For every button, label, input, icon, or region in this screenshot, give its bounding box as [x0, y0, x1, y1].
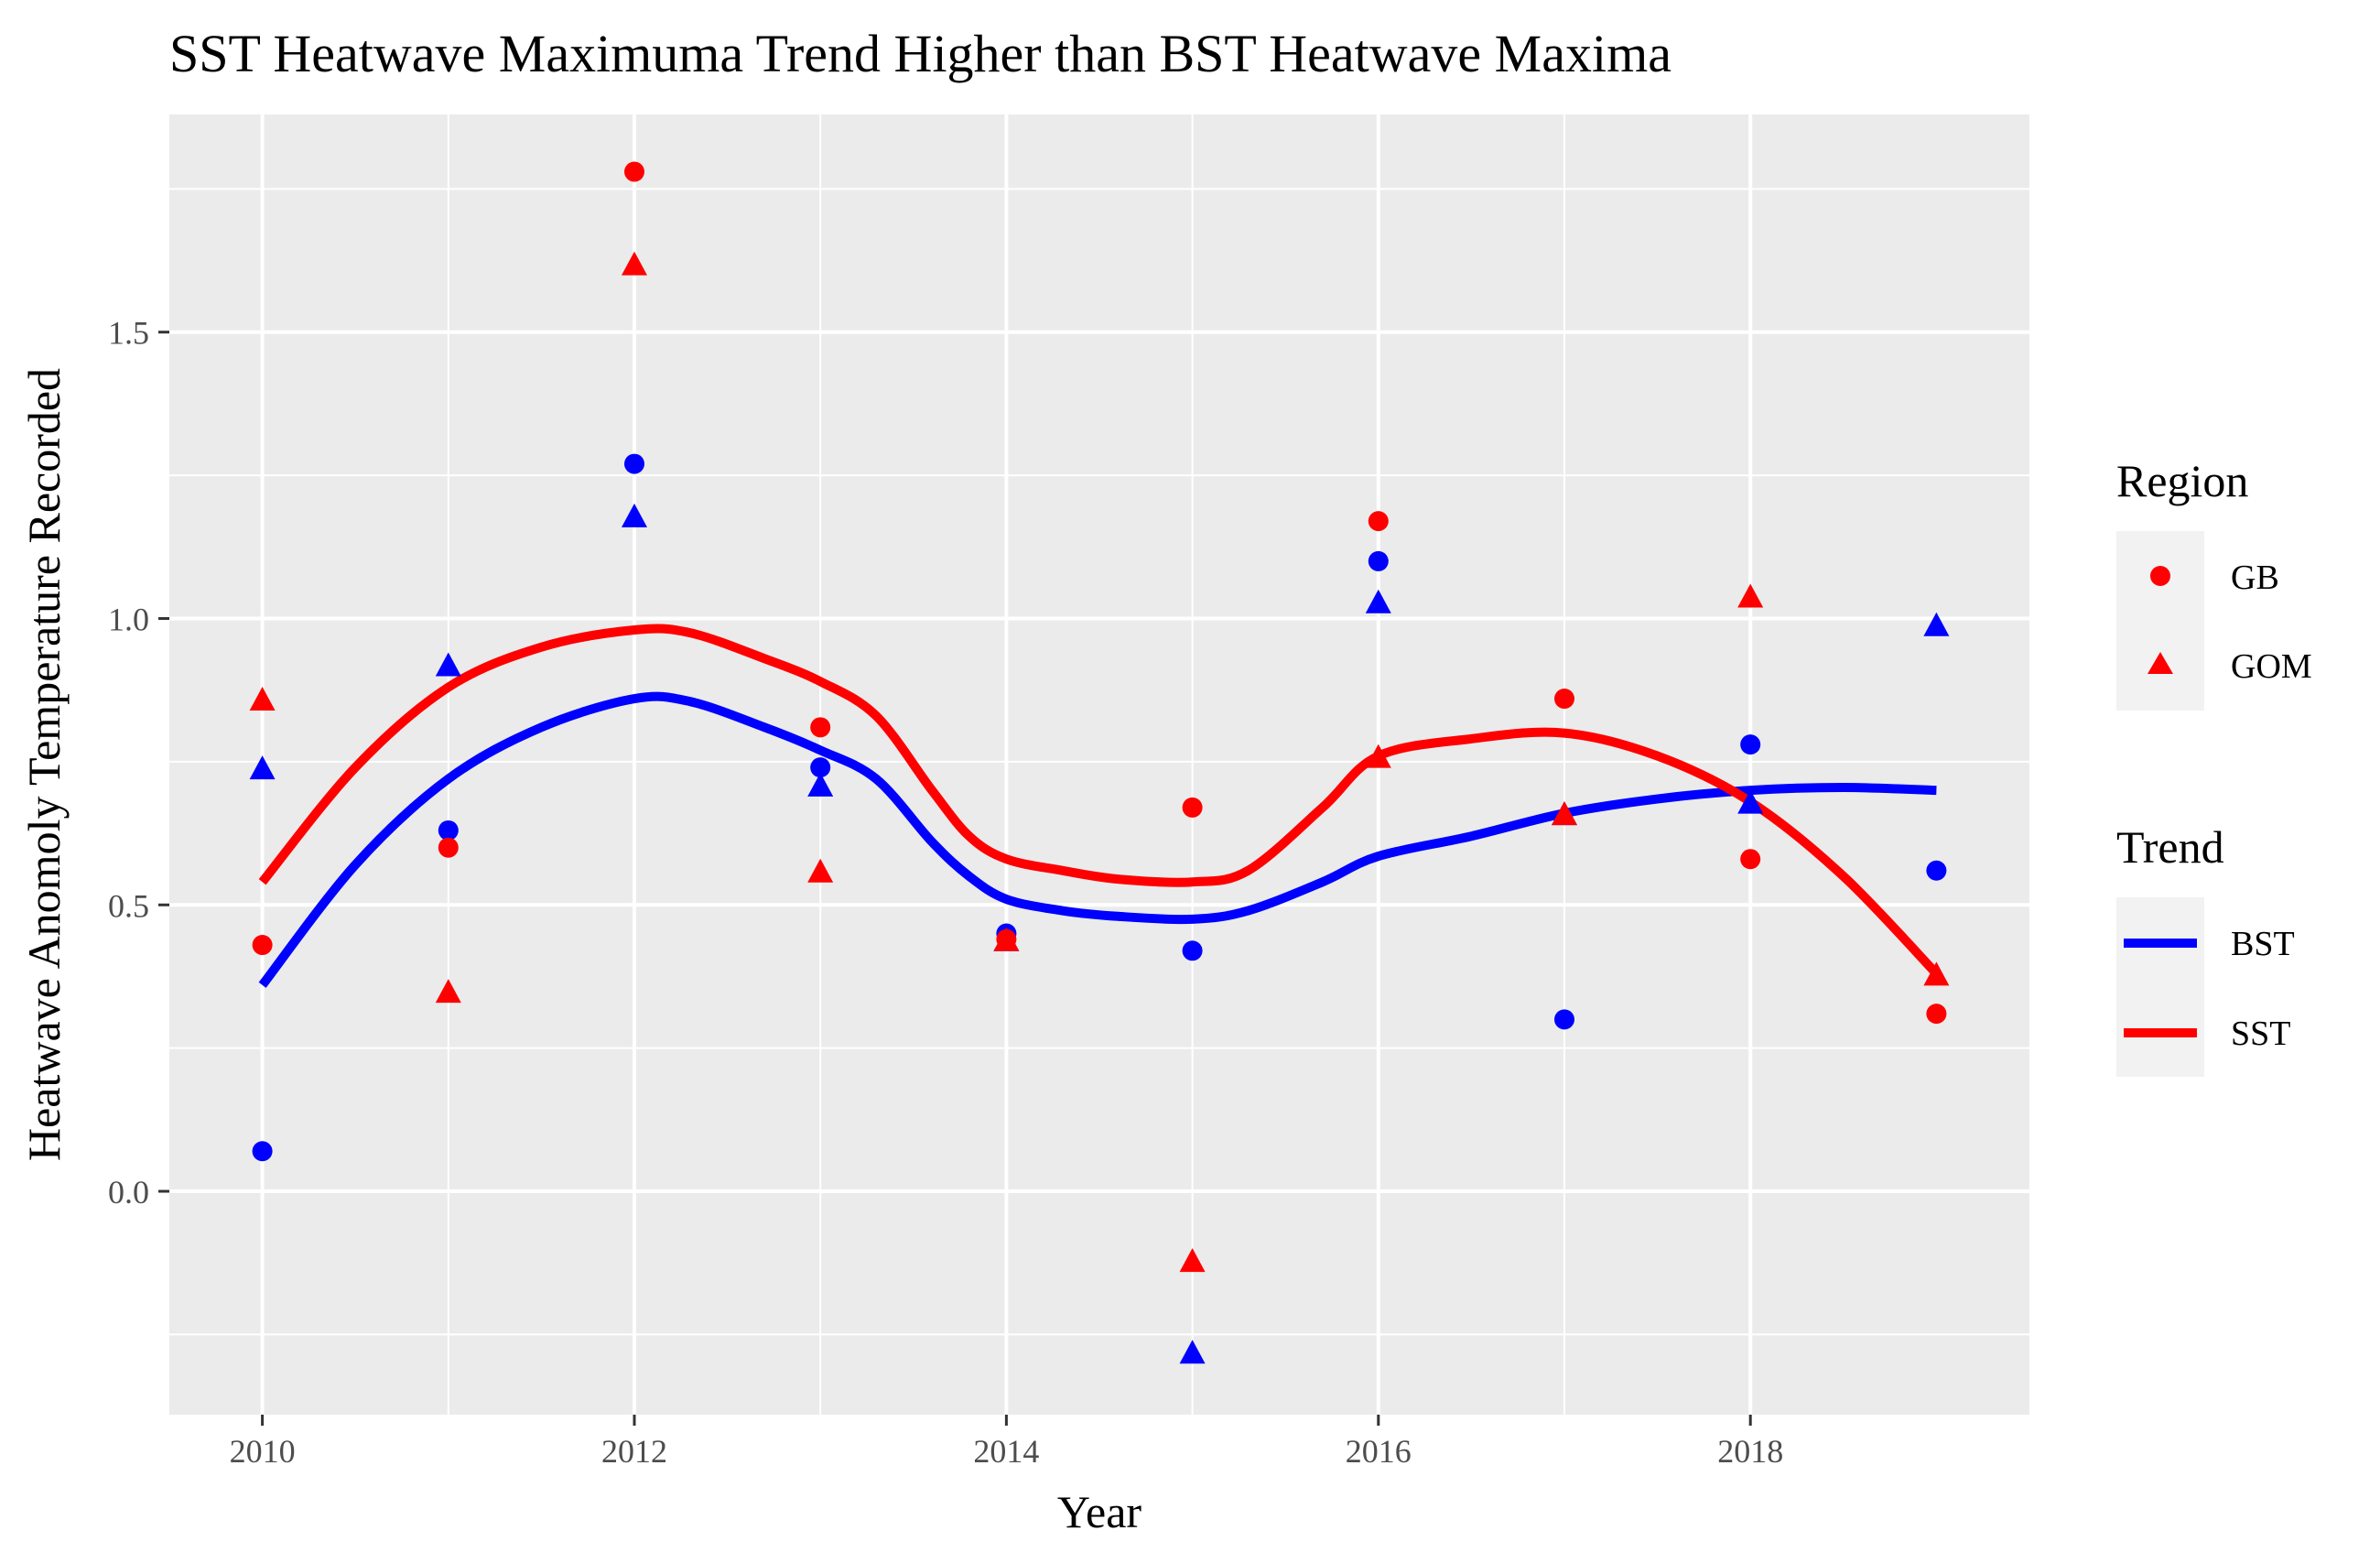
point-gom-sst — [1365, 744, 1391, 768]
legend: Region GB GOM Trend BST SST — [2116, 455, 2312, 1077]
point-gb-bst — [1182, 940, 1203, 961]
point-gom-bst — [1737, 789, 1764, 814]
point-gom-bst — [435, 652, 461, 677]
trend-lines — [258, 624, 1941, 988]
point-gb-bst — [1554, 1009, 1574, 1030]
point-gb-bst — [438, 819, 459, 841]
point-gb-bst — [1926, 860, 1947, 881]
x-tick-label: 2010 — [230, 1433, 296, 1470]
point-gom-bst — [807, 772, 834, 797]
y-tick-label: 0.0 — [108, 1174, 149, 1210]
trend-line-sst — [258, 624, 1941, 977]
legend-region-title: Region — [2116, 455, 2248, 506]
point-gom-bst — [622, 503, 647, 527]
x-tick-label: 2014 — [973, 1433, 1039, 1470]
legend-trend-title: Trend — [2116, 821, 2224, 873]
legend-key-gb — [2150, 566, 2170, 586]
y-tick-label: 0.5 — [108, 887, 149, 924]
legend-trend-keys-bg — [2116, 897, 2204, 1077]
axis-ticks — [158, 331, 1752, 1426]
point-gb-sst — [1740, 849, 1761, 870]
point-gom-sst — [1923, 961, 1950, 986]
point-gb-bst — [624, 453, 644, 474]
y-tick-labels: 0.0 0.5 1.0 1.5 — [108, 315, 149, 1210]
legend-label-gb: GB — [2231, 559, 2279, 597]
x-tick-label: 2018 — [1717, 1433, 1783, 1470]
point-gom-sst — [1552, 801, 1577, 826]
point-gb-sst — [810, 717, 831, 738]
point-gom-sst — [435, 979, 461, 1004]
x-tick-label: 2012 — [601, 1433, 667, 1470]
x-tick-label: 2016 — [1346, 1433, 1412, 1470]
trend-line-bst — [258, 691, 1937, 988]
point-gb-sst — [1926, 1004, 1947, 1025]
point-gb-sst — [1368, 511, 1389, 532]
point-gom-bst — [1923, 612, 1950, 636]
legend-key-gom — [2147, 652, 2173, 674]
point-gom-sst — [1179, 1248, 1206, 1273]
legend-label-bst: BST — [2231, 925, 2295, 963]
point-gb-bst — [1740, 734, 1761, 755]
point-gom-sst — [993, 927, 1020, 951]
point-gb-sst — [624, 161, 644, 182]
point-gom-sst — [807, 858, 834, 883]
y-tick-label: 1.0 — [108, 601, 149, 637]
point-gom-sst — [1737, 583, 1764, 608]
legend-label-sst: SST — [2231, 1015, 2290, 1053]
point-gb-bst — [1368, 550, 1389, 571]
point-gom-bst — [1365, 589, 1391, 613]
point-gom-bst — [1179, 1340, 1206, 1364]
point-gom-bst — [249, 755, 276, 780]
y-tick-label: 1.5 — [108, 315, 149, 352]
legend-region-keys-bg — [2116, 531, 2204, 711]
y-axis-title: Heatwave Anomoly Temperature Recorded — [18, 368, 70, 1161]
point-gb-bst — [252, 1141, 273, 1162]
point-gb-bst — [810, 757, 831, 778]
chart-title: SST Heatwave Maximuma Trend Higher than … — [169, 24, 1671, 83]
legend-label-gom: GOM — [2231, 647, 2312, 686]
point-gb-sst — [438, 837, 459, 858]
point-gb-sst — [252, 935, 273, 956]
point-gom-sst — [622, 251, 647, 276]
point-gb-sst — [1182, 797, 1203, 818]
x-tick-labels: 2010 2012 2014 2016 2018 — [230, 1433, 1784, 1470]
point-gb-sst — [1554, 689, 1574, 710]
point-gom-sst — [249, 687, 276, 711]
x-axis-title: Year — [1057, 1486, 1141, 1537]
data-points — [249, 161, 1950, 1364]
